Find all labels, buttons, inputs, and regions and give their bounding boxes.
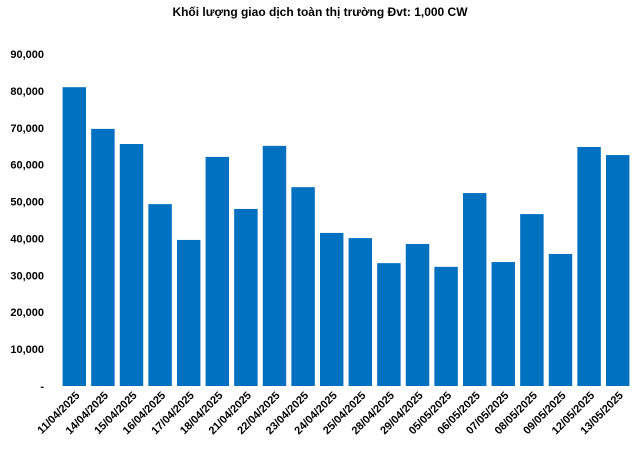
bar <box>291 187 315 386</box>
bar <box>434 266 458 386</box>
bar <box>348 238 373 386</box>
bar <box>405 243 430 386</box>
bar <box>577 146 601 386</box>
y-tick-label: 20,000 <box>10 307 44 319</box>
y-tick-label: - <box>40 381 44 393</box>
bar <box>62 87 87 386</box>
y-tick-label: 40,000 <box>10 233 44 245</box>
bar <box>262 145 287 386</box>
bar <box>520 214 544 386</box>
y-tick-label: 10,000 <box>10 344 44 356</box>
y-tick-label: 70,000 <box>10 123 44 135</box>
y-tick-label: 60,000 <box>10 160 44 172</box>
bar <box>548 253 573 386</box>
bar <box>234 208 258 386</box>
bar <box>377 263 401 386</box>
y-tick-label: 90,000 <box>10 49 44 61</box>
y-tick-label: 30,000 <box>10 270 44 282</box>
bar <box>491 262 516 386</box>
chart-title: Khối lượng giao dịch toàn thị trường Đvt… <box>172 5 468 19</box>
y-tick-label: 50,000 <box>10 197 44 209</box>
bar <box>462 193 487 386</box>
bar <box>319 232 344 386</box>
y-tick-label: 80,000 <box>10 86 44 98</box>
bar <box>91 128 115 386</box>
bar <box>148 204 172 386</box>
bar <box>205 156 230 386</box>
bar <box>605 155 630 386</box>
bar <box>176 239 201 386</box>
bar <box>119 144 144 386</box>
